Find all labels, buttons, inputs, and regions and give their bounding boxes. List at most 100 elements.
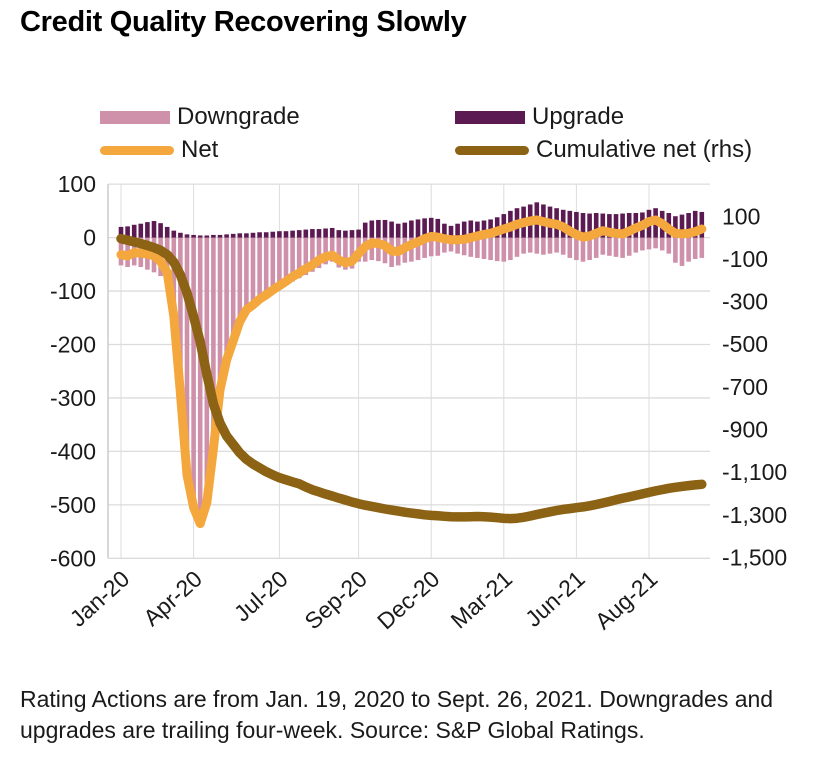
upgrade-bar [329, 227, 335, 238]
upgrade-bar [191, 234, 196, 238]
upgrade-bar [125, 226, 130, 238]
downgrade-bar [686, 237, 691, 262]
downgrade-bar [600, 237, 606, 255]
downgrade-bar [501, 237, 507, 262]
legend-label-net: Net [181, 136, 219, 163]
upgrade-bar [455, 223, 460, 238]
downgrade-bar [435, 237, 441, 256]
downgrade-bar [521, 237, 526, 254]
downgrade-bar [237, 237, 243, 326]
upgrade-bar [389, 221, 394, 238]
downgrade-bar [316, 237, 322, 269]
left-axis-tick-label: -400 [50, 438, 96, 464]
upgrade-bar [395, 223, 401, 238]
upgrade-bar [415, 219, 421, 238]
downgrade-bar [349, 237, 355, 269]
downgrade-bar [679, 237, 685, 266]
upgrade-bar [673, 216, 678, 238]
upgrade-bar [316, 229, 322, 238]
x-axis-tick-label: Mar-21 [446, 565, 518, 633]
downgrade-bar [607, 237, 612, 256]
downgrade-bar [514, 237, 520, 257]
upgrade-bar [692, 210, 698, 238]
downgrade-bar [567, 237, 573, 258]
upgrade-bar [283, 231, 289, 238]
downgrade-swatch [100, 110, 170, 124]
downgrade-bar [461, 237, 467, 256]
downgrade-bar [593, 237, 599, 258]
upgrade-bar [310, 229, 315, 238]
upgrade-bar [580, 213, 586, 238]
downgrade-bar [455, 237, 460, 254]
downgrade-bar [270, 237, 276, 292]
cumulative-net-swatch [455, 145, 529, 155]
upgrade-bar [620, 213, 625, 238]
downgrade-bar [310, 237, 315, 272]
upgrade-bar [442, 223, 447, 238]
downgrade-bar [547, 237, 553, 254]
downgrade-bar [290, 237, 295, 282]
downgrade-bar [659, 237, 665, 251]
upgrade-bar [145, 222, 150, 238]
right-axis-tick-label: -100 [722, 246, 768, 272]
downgrade-bar [640, 237, 645, 251]
downgrade-bar [415, 237, 421, 261]
downgrade-bar [211, 237, 216, 452]
upgrade-bar [257, 232, 262, 238]
downgrade-bar [475, 237, 480, 258]
upgrade-bar [164, 226, 170, 238]
upgrade-bar [626, 213, 632, 238]
upgrade-bar [296, 230, 302, 238]
left-axis-tick-label: -300 [50, 385, 96, 411]
upgrade-bar [244, 233, 249, 238]
downgrade-bar [296, 237, 302, 279]
upgrade-bar [593, 213, 599, 238]
right-axis-tick-label: -900 [722, 416, 768, 442]
upgrade-bar [290, 230, 295, 238]
left-axis-tick-label: -200 [50, 332, 96, 358]
net-swatch [100, 145, 174, 155]
left-axis-tick-label: -600 [50, 545, 96, 571]
upgrade-bar [277, 231, 282, 238]
footnote-line-1: Rating Actions are from Jan. 19, 2020 to… [20, 686, 774, 712]
upgrade-bar [475, 221, 480, 238]
downgrade-bar [468, 237, 474, 257]
upgrade-bar [428, 217, 434, 238]
upgrade-bar [118, 226, 124, 238]
downgrade-bar [257, 237, 262, 300]
upgrade-bar [362, 222, 368, 238]
left-axis-tick-label: 100 [58, 171, 96, 197]
x-axis-tick-label: Jul-20 [229, 565, 293, 626]
footnote-line-2: upgrades are trailing four-week. Source:… [20, 716, 645, 743]
upgrade-bar [323, 228, 328, 238]
right-axis-tick-label: -1,500 [722, 544, 787, 570]
legend-label-upgrade: Upgrade [532, 103, 625, 130]
downgrade-bar [673, 237, 678, 263]
cumulative-net-line [116, 233, 707, 524]
x-axis-tick-label: Dec-20 [372, 565, 445, 634]
upgrade-bar [376, 219, 381, 238]
legend-item-net: Net [100, 137, 218, 163]
downgrade-bar [481, 237, 487, 259]
legend-item-cumulative-net: Cumulative net (rhs) [455, 137, 752, 163]
upgrade-bar [197, 235, 203, 238]
downgrade-bar [692, 237, 698, 259]
right-axis-tick-label: -700 [722, 374, 768, 400]
downgrade-bar [230, 237, 236, 345]
downgrade-bar [343, 237, 348, 270]
upgrade-bar [422, 218, 427, 238]
upgrade-bar [468, 220, 474, 238]
right-axis-tick-label: -1,100 [722, 459, 787, 485]
downgrade-bar [336, 237, 342, 268]
upgrade-bar [600, 213, 606, 238]
upgrade-bar [184, 234, 190, 238]
downgrade-bar [574, 237, 579, 261]
downgrade-bar [580, 237, 586, 262]
upgrade-bar [686, 213, 691, 238]
downgrade-bar [541, 237, 546, 255]
upgrade-bar [171, 230, 177, 238]
downgrade-bar [527, 237, 533, 253]
legend: Downgrade Upgrade Net Cumulative net (rh… [0, 0, 834, 170]
upgrade-bar [263, 232, 269, 238]
upgrade-bar [488, 219, 493, 238]
